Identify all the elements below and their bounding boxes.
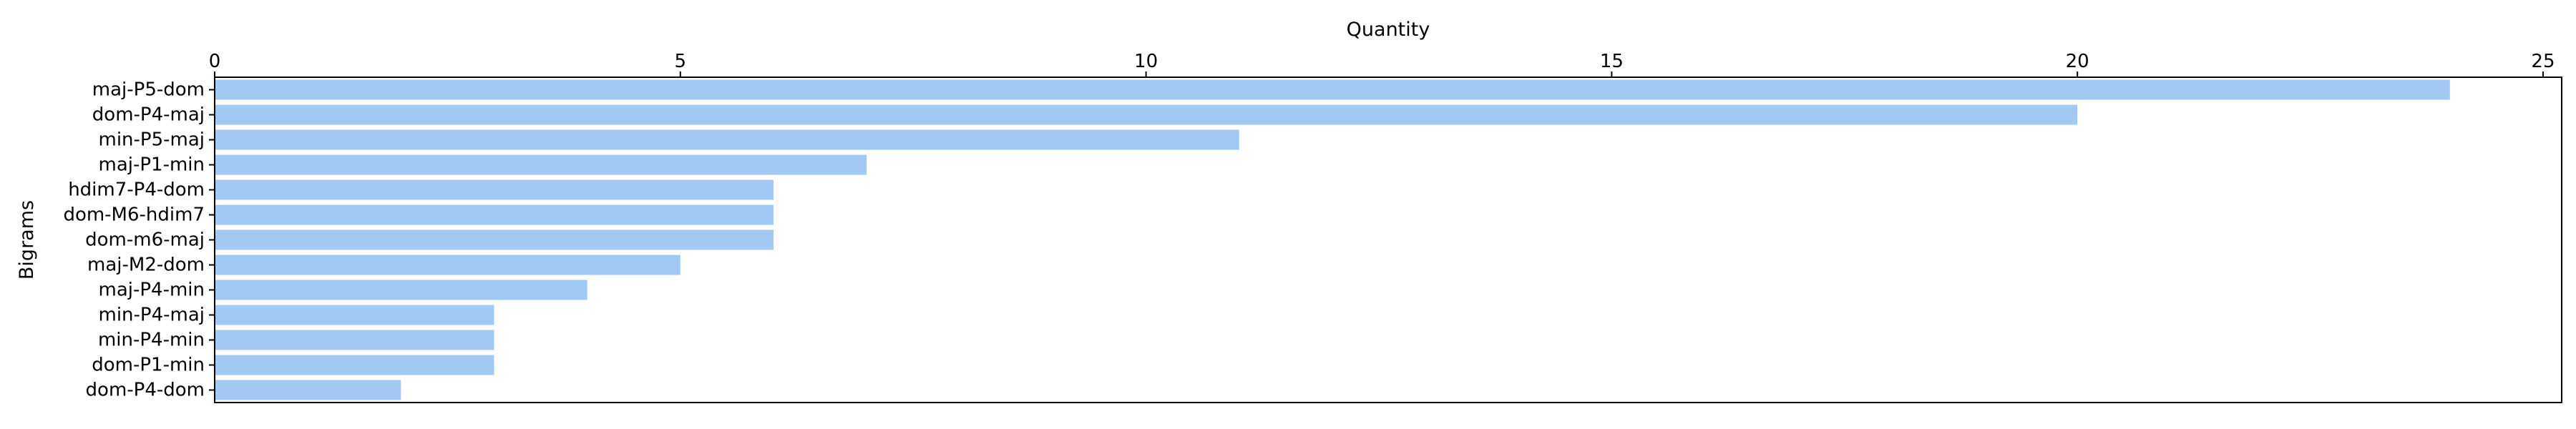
bar-maj-P1-min <box>215 154 867 175</box>
bar-dom-P4-dom <box>215 380 401 400</box>
bar-min-P4-maj <box>215 305 494 325</box>
y-tick-label: maj-P1-min <box>99 154 205 176</box>
x-tick-label: 20 <box>2066 51 2089 72</box>
y-tick-label: hdim7-P4-dom <box>68 179 205 201</box>
bar-min-P5-maj <box>215 129 1239 150</box>
bar-dom-m6-maj <box>215 230 774 250</box>
x-tick-label: 25 <box>2531 51 2555 72</box>
y-tick-label: dom-m6-maj <box>85 230 205 251</box>
x-tick-label: 15 <box>1600 51 1624 72</box>
x-tick-label: 0 <box>209 51 221 72</box>
bar-maj-M2-dom <box>215 255 680 275</box>
plot-frame <box>214 77 2562 403</box>
bars-layer <box>215 79 2450 400</box>
bar-hdim7-P4-dom <box>215 179 774 200</box>
bar-dom-P4-maj <box>215 104 2078 125</box>
y-tick-label: min-P4-maj <box>99 305 205 326</box>
y-tick-label: min-P5-maj <box>99 129 205 151</box>
y-axis-title: Bigrams <box>16 200 38 280</box>
y-tick-label: dom-P1-min <box>92 355 205 376</box>
x-tick-label: 5 <box>675 51 687 72</box>
y-tick-label: maj-M2-dom <box>87 255 205 276</box>
bar-maj-P5-dom <box>215 79 2450 100</box>
bar-maj-P4-min <box>215 280 587 300</box>
y-tick-label: dom-P4-maj <box>92 104 205 126</box>
x-tick-label: 10 <box>1134 51 1158 72</box>
y-tick-label: dom-P4-dom <box>86 380 205 401</box>
bar-dom-M6-hdim7 <box>215 204 774 225</box>
axes-layer: maj-P5-dom dom-P4-maj min-P5-maj maj-P1-min… <box>63 51 2562 403</box>
y-tick-label: maj-P4-min <box>99 280 205 301</box>
bar-dom-P1-min <box>215 355 494 375</box>
y-tick-label: dom-M6-hdim7 <box>63 204 205 226</box>
y-tick-label: maj-P5-dom <box>92 79 205 101</box>
y-tick-label: min-P4-min <box>98 330 205 351</box>
bar-min-P4-min <box>215 330 494 350</box>
x-axis-title: Quantity <box>1347 19 1430 41</box>
